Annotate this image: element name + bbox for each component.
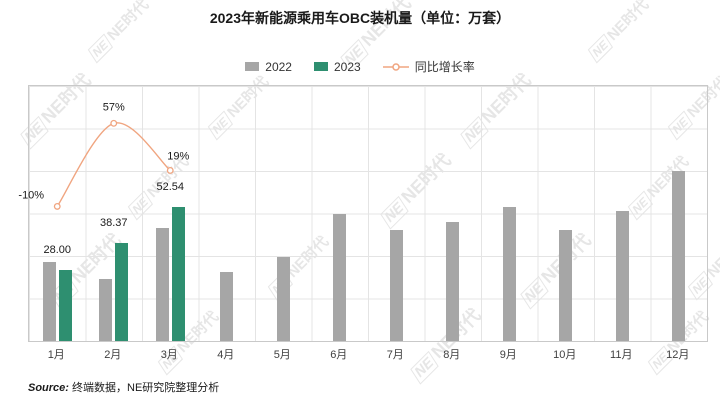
bar-2022-3月 xyxy=(155,228,169,341)
bar-2023-2月 xyxy=(115,243,129,341)
growth-line: -10% 57% 19% xyxy=(18,101,189,210)
value-label-2023-1月: 28.00 xyxy=(43,243,72,256)
x-label-7月: 7月 xyxy=(386,349,404,361)
legend-swatch-2023 xyxy=(313,62,328,71)
legend-item-growth[interactable]: 同比增长率 xyxy=(382,58,475,75)
plot-area: 28.00 38.37 52.54 -10% 57% 19% xyxy=(18,85,708,342)
source-text: 终端数据，NE研究院整理分析 xyxy=(68,382,220,394)
growth-label-1月: -10% xyxy=(18,189,44,201)
growth-point-2月 xyxy=(110,119,118,127)
x-label-2月: 2月 xyxy=(104,349,122,361)
x-label-1月: 1月 xyxy=(47,349,65,361)
legend-swatch-2022 xyxy=(245,62,260,71)
legend-label-growth: 同比增长率 xyxy=(414,60,475,74)
bar-2022-12月 xyxy=(672,171,686,341)
bar-2022-7月 xyxy=(389,230,403,341)
legend-item-2023[interactable]: 2023 xyxy=(313,59,361,74)
growth-line-marker-icon xyxy=(382,62,409,71)
x-label-12月: 12月 xyxy=(666,349,690,361)
bar-2022-2月 xyxy=(99,278,113,341)
x-label-6月: 6月 xyxy=(330,349,348,361)
growth-label-2月: 57% xyxy=(103,101,125,113)
value-label-2023-3月: 52.54 xyxy=(156,181,185,194)
bar-2022-10月 xyxy=(559,230,573,341)
bar-2022-8月 xyxy=(446,222,460,341)
growth-point-1月 xyxy=(53,202,61,210)
bar-2022-6月 xyxy=(333,213,347,341)
bar-2023-1月 xyxy=(58,269,72,341)
x-label-11月: 11月 xyxy=(610,349,633,361)
bar-2022-5月 xyxy=(276,256,290,341)
legend-label-2023: 2023 xyxy=(333,59,361,74)
growth-label-3月: 19% xyxy=(167,150,189,162)
x-label-4月: 4月 xyxy=(217,349,235,361)
legend: 2022 2023 同比增长率 xyxy=(0,58,720,75)
legend-item-2022[interactable]: 2022 xyxy=(245,60,292,74)
bar-2022-4月 xyxy=(220,272,234,341)
bar-2022-9月 xyxy=(502,207,516,341)
growth-point-3月 xyxy=(166,166,174,174)
legend-label-2022: 2022 xyxy=(265,59,292,74)
x-label-3月: 3月 xyxy=(160,349,178,361)
x-label-9月: 9月 xyxy=(499,349,517,361)
chart-title: 2023年新能源乘用车OBC装机量（单位：万套） xyxy=(209,10,511,26)
x-label-8月: 8月 xyxy=(443,349,461,361)
bar-2023-3月 xyxy=(171,207,185,341)
bar-2022-1月 xyxy=(42,261,56,341)
x-label-10月: 10月 xyxy=(553,349,577,361)
source-prefix: Source: xyxy=(28,382,69,394)
x-label-5月: 5月 xyxy=(273,349,291,361)
value-label-2023-2月: 38.37 xyxy=(99,217,128,230)
x-axis: 1月 2月 3月 4月 5月 6月 7月 8月 9月 10月 11月 12月 xyxy=(28,346,706,362)
bar-2022-11月 xyxy=(615,210,629,341)
source-note: Source: 终端数据，NE研究院整理分析 xyxy=(28,379,219,395)
